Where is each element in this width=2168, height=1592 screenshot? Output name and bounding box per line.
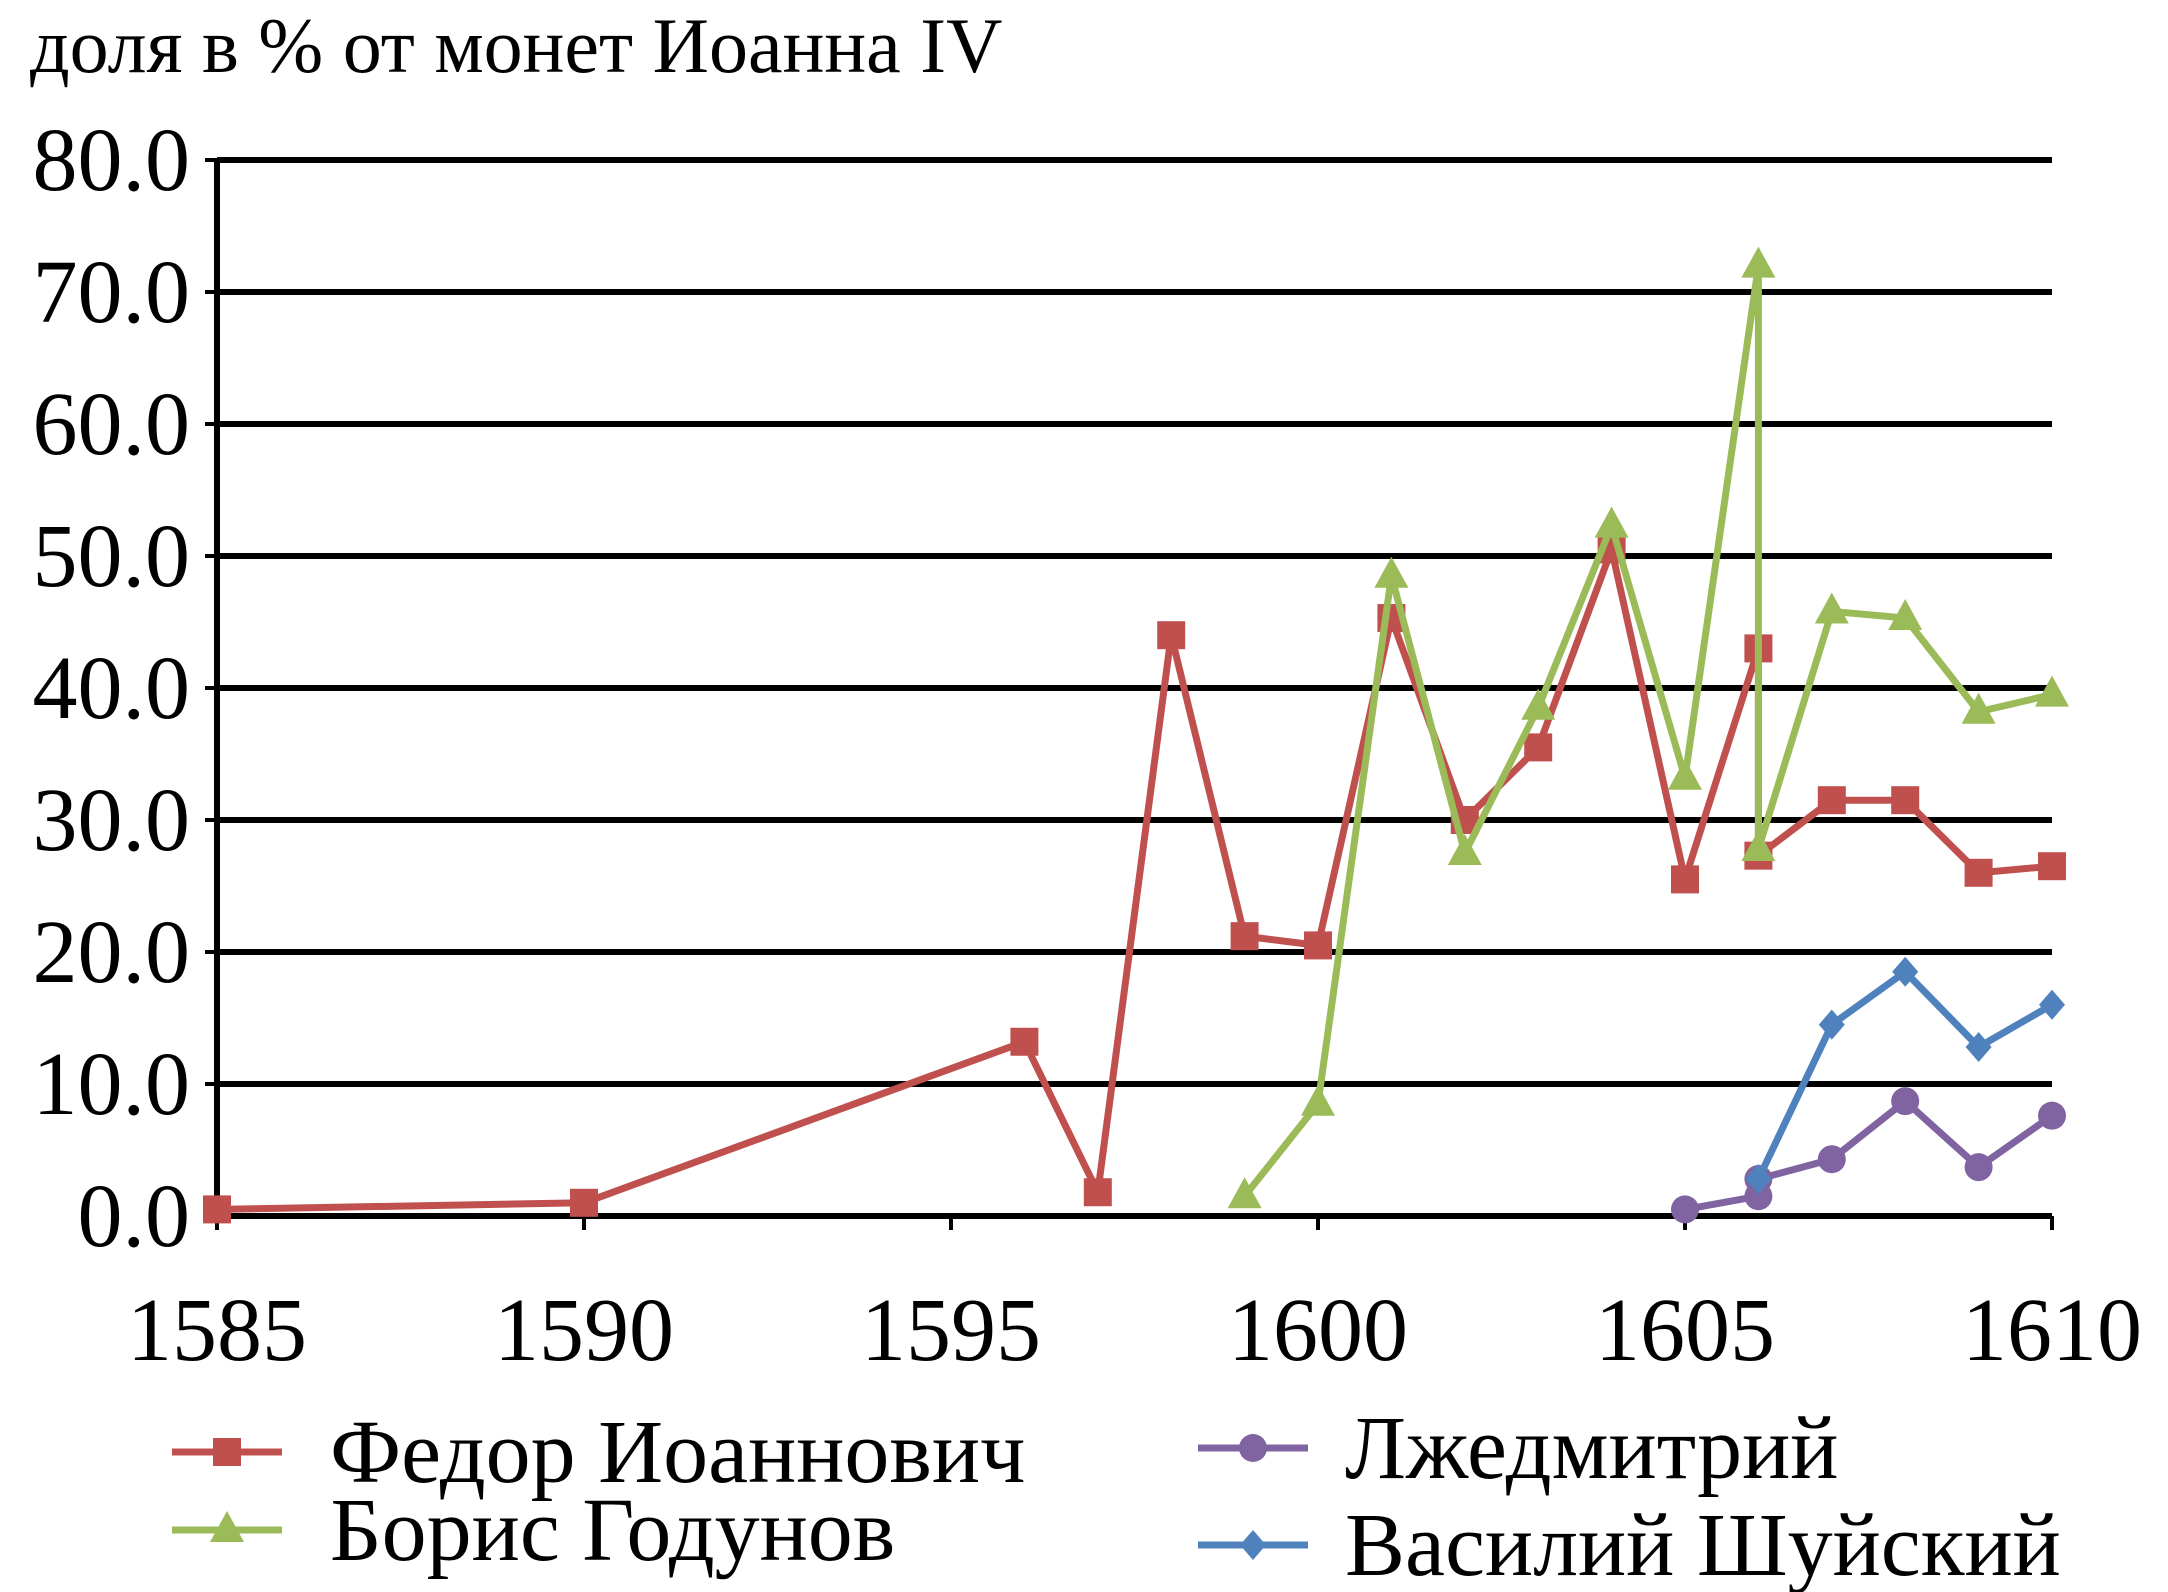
y-tick-label: 80.0 <box>33 111 191 210</box>
data-point <box>2038 1102 2066 1130</box>
data-point <box>1157 621 1185 649</box>
data-point <box>1671 865 1699 893</box>
data-point <box>2038 852 2066 880</box>
legend-swatch-marker <box>1240 1530 1266 1560</box>
legend-entry: Лжедмитрий <box>1198 1399 1838 1498</box>
data-point <box>1448 834 1482 865</box>
data-point <box>203 1195 231 1223</box>
data-point <box>1671 1195 1699 1223</box>
data-point <box>2039 990 2065 1020</box>
y-tick-label: 60.0 <box>33 375 191 474</box>
x-tick-label: 1610 <box>1962 1281 2142 1380</box>
data-point <box>1818 786 1846 814</box>
series-line <box>217 549 2052 1209</box>
x-tick-labels: 1585 1590 1595 1600 1605 1610 <box>127 1281 2142 1380</box>
data-point <box>1010 1028 1038 1056</box>
legend-label: Василий Шуйский <box>1345 1496 2061 1592</box>
data-point <box>1595 507 1629 538</box>
legend-entry: Борис Годунов <box>172 1481 895 1580</box>
data-point <box>1084 1178 1112 1206</box>
data-point <box>1374 557 1408 588</box>
y-tick-labels: 0.0 10.0 20.0 30.0 40.0 50.0 60.0 70.0 80.0 <box>33 111 191 1266</box>
series-group <box>203 247 2069 1224</box>
y-tick-label: 0.0 <box>78 1167 191 1266</box>
x-tick-label: 1585 <box>127 1281 307 1380</box>
y-tick-label: 50.0 <box>33 507 191 606</box>
data-point <box>1521 689 1555 720</box>
data-point <box>1818 1145 1846 1173</box>
data-point <box>1304 931 1332 959</box>
data-point <box>2035 676 2069 707</box>
data-point <box>570 1189 598 1217</box>
x-tick-label: 1605 <box>1595 1281 1775 1380</box>
axes <box>205 158 2052 1230</box>
x-tick-label: 1600 <box>1228 1281 1408 1380</box>
y-axis-label: доля в % от монет Иоанна IV <box>30 2 1003 89</box>
data-point <box>1668 759 1702 790</box>
legend-label: Борис Годунов <box>330 1481 895 1580</box>
y-tick-label: 70.0 <box>33 243 191 342</box>
data-point <box>1965 1153 1993 1181</box>
data-point <box>1965 859 1993 887</box>
legend-entry: Василий Шуйский <box>1198 1496 2061 1592</box>
series-3 <box>1745 957 2065 1194</box>
data-point <box>1891 786 1919 814</box>
y-tick-label: 20.0 <box>33 903 191 1002</box>
series-2 <box>1671 1087 2066 1223</box>
series-line <box>1685 1101 2052 1209</box>
y-tick-label: 30.0 <box>33 771 191 870</box>
data-point <box>1741 247 1775 278</box>
data-point <box>1524 733 1552 761</box>
data-point <box>1815 592 1849 623</box>
x-tick-label: 1595 <box>861 1281 1041 1380</box>
grid-lines <box>217 160 2052 1084</box>
data-point <box>1301 1085 1335 1116</box>
y-tick-label: 10.0 <box>33 1035 191 1134</box>
legend-label: Лжедмитрий <box>1345 1399 1838 1498</box>
data-point <box>1891 1087 1919 1115</box>
legend-swatch-marker <box>1239 1434 1267 1462</box>
x-tick-label: 1590 <box>494 1281 674 1380</box>
data-point <box>1231 922 1259 950</box>
legend-swatch-marker <box>213 1438 241 1466</box>
y-tick-label: 40.0 <box>33 639 191 738</box>
